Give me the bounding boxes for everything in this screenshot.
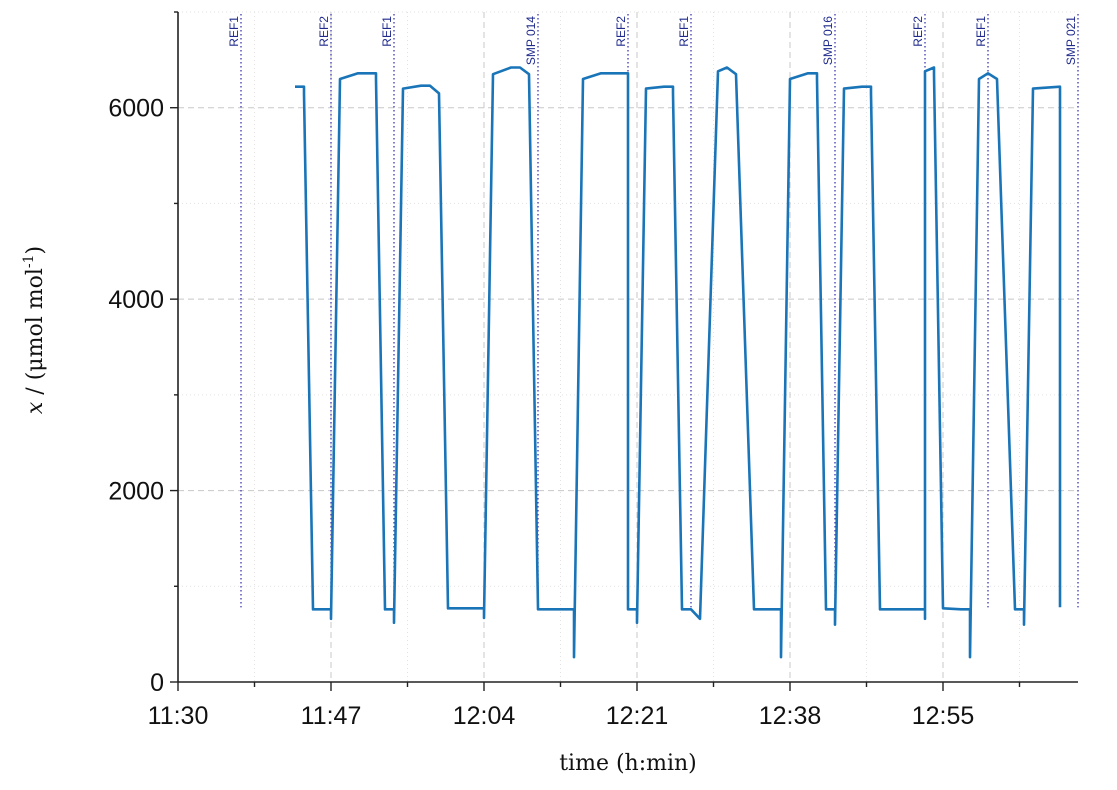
y-axis-title-unit: / (μmol mol	[23, 268, 48, 402]
y-tick-label: 2000	[108, 478, 164, 506]
axes	[177, 12, 1078, 683]
x-tick-label: 12:55	[912, 702, 975, 730]
marker-label: REF2	[317, 16, 331, 47]
y-axis-title-close: )	[23, 246, 48, 255]
marker-label: SMP 021	[1064, 16, 1078, 65]
x-tick-label: 12:04	[453, 702, 516, 730]
marker-label: REF1	[974, 16, 988, 47]
axis-ticks: 0 2000 4000 6000 11:30 11:47 12:04 12:21 12:38 12…	[108, 11, 1021, 730]
y-axis-title: x / (μmol mol-1)	[21, 246, 48, 414]
x-tick-label: 11:47	[301, 702, 362, 730]
y-axis-title-exponent: -1	[21, 254, 37, 268]
x-tick-label: 11:30	[148, 702, 209, 730]
marker-label: SMP 014	[524, 16, 538, 65]
y-tick-label: 4000	[108, 286, 164, 314]
marker-label: REF1	[677, 16, 691, 47]
concentration-series-line	[295, 66, 1062, 659]
marker-label: REF2	[911, 16, 925, 47]
marker-label: SMP 016	[821, 16, 835, 65]
y-tick-label: 6000	[108, 95, 164, 123]
x-tick-label: 12:21	[606, 702, 669, 730]
marker-label: REF2	[614, 16, 628, 47]
x-tick-label: 12:38	[759, 702, 822, 730]
y-tick-label: 0	[150, 669, 164, 697]
marker-label: REF1	[227, 16, 241, 47]
sample-marker-lines: REF1 REF2 REF1 SMP 014 REF2 REF1 SMP 016 REF2 RE…	[227, 14, 1079, 608]
y-axis-title-symbol: x	[23, 401, 48, 414]
x-axis-title: time (h:min)	[559, 751, 697, 776]
marker-label: REF1	[380, 16, 394, 47]
